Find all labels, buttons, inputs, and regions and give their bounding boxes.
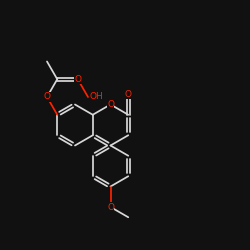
Text: O: O [107,202,114,211]
Text: O: O [125,90,132,99]
Text: O: O [74,75,81,84]
Text: OH: OH [89,92,103,102]
Text: O: O [44,92,51,102]
Text: O: O [107,100,114,109]
